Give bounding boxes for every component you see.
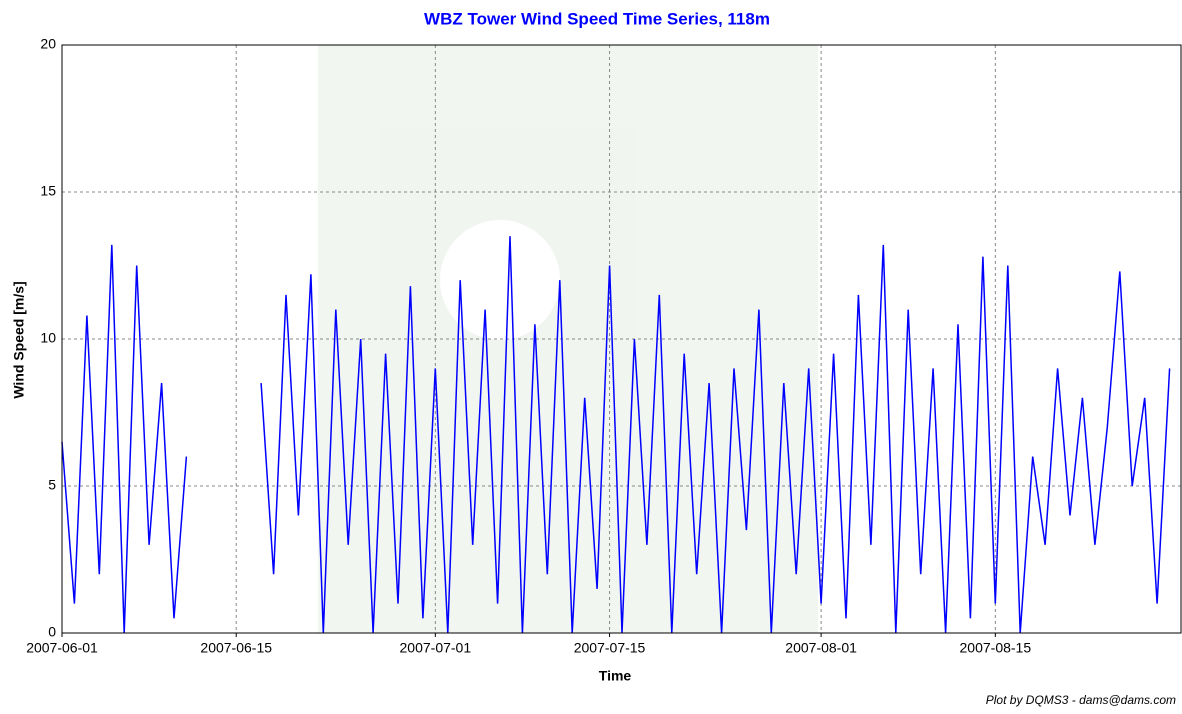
x-tick-label: 2007-08-01 xyxy=(785,640,857,656)
watermark-shape xyxy=(440,220,560,340)
x-tick-label: 2007-07-15 xyxy=(574,640,646,656)
y-tick-label: 5 xyxy=(48,477,56,493)
y-tick-label: 0 xyxy=(48,624,56,640)
x-tick-label: 2007-06-15 xyxy=(200,640,272,656)
x-tick-label: 2007-06-01 xyxy=(26,640,98,656)
footnote: Plot by DQMS3 - dams@dams.com xyxy=(986,693,1176,707)
x-tick-label: 2007-07-01 xyxy=(400,640,472,656)
y-tick-label: 10 xyxy=(40,330,56,346)
y-tick-label: 20 xyxy=(40,36,56,52)
plot-frame xyxy=(61,44,1182,634)
y-axis-label: Wind Speed [m/s] xyxy=(11,281,27,398)
y-tick-label: 15 xyxy=(40,183,56,199)
x-tick-label: 2007-08-15 xyxy=(960,640,1032,656)
x-axis-label: Time xyxy=(599,668,632,684)
chart-title: WBZ Tower Wind Speed Time Series, 118m xyxy=(424,9,770,28)
